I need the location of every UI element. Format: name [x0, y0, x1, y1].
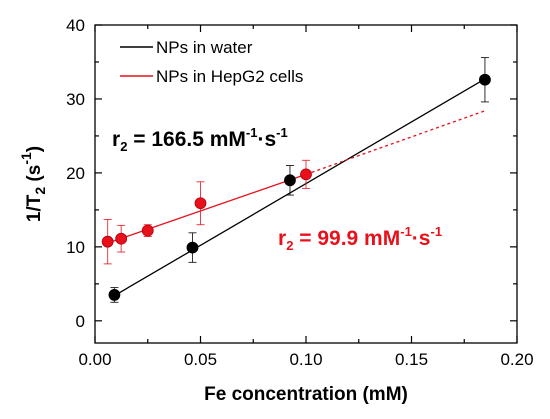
y-axis-title: 1/T2 (s-1) [18, 146, 48, 222]
annotation-r2-hepg2: r2 = 99.9 mM-1·s-1 [278, 224, 442, 253]
data-point-series-1 [115, 232, 128, 245]
axis-ticks [94, 24, 518, 343]
x-axis-title: Fe concentration (mM) [204, 384, 408, 405]
fit-lines [107, 78, 486, 297]
data-point-series-0 [479, 73, 491, 86]
y-tick-label: 10 [66, 238, 85, 257]
x-tick-label: 0.05 [184, 350, 217, 369]
fit-line-extension-series-1 [305, 110, 486, 175]
data-point-series-1 [101, 235, 114, 248]
data-point-series-0 [284, 174, 296, 187]
y-tick-label: 20 [66, 164, 85, 183]
data-point-series-1 [300, 168, 312, 181]
data-point-series-1 [141, 224, 154, 237]
error-bars [103, 57, 489, 303]
x-tick-label: 0.20 [500, 350, 533, 369]
annotation-r2-water: r2 = 166.5 mM-1·s-1 [112, 125, 288, 154]
data-point-series-0 [186, 241, 199, 254]
y-tick-label: 0 [76, 312, 85, 331]
x-tick-label: 0.15 [395, 350, 428, 369]
fit-line-series-1 [107, 173, 307, 244]
legend: NPs in water NPs in HepG2 cells [120, 38, 303, 86]
data-point-series-0 [108, 289, 121, 301]
x-tick-label: 0.00 [78, 350, 111, 369]
data-point-series-1 [194, 197, 207, 210]
axis-tick-labels: 0.00 0.05 0.10 0.15 0.20 0 10 20 30 40 [66, 16, 533, 369]
y-tick-label: 40 [66, 16, 85, 35]
legend-label-water: NPs in water [156, 38, 253, 57]
legend-label-hepg2: NPs in HepG2 cells [156, 67, 303, 86]
x-tick-label: 0.10 [289, 350, 322, 369]
y-tick-label: 30 [66, 90, 85, 109]
data-points [101, 73, 491, 301]
fit-line-series-0 [114, 78, 486, 297]
